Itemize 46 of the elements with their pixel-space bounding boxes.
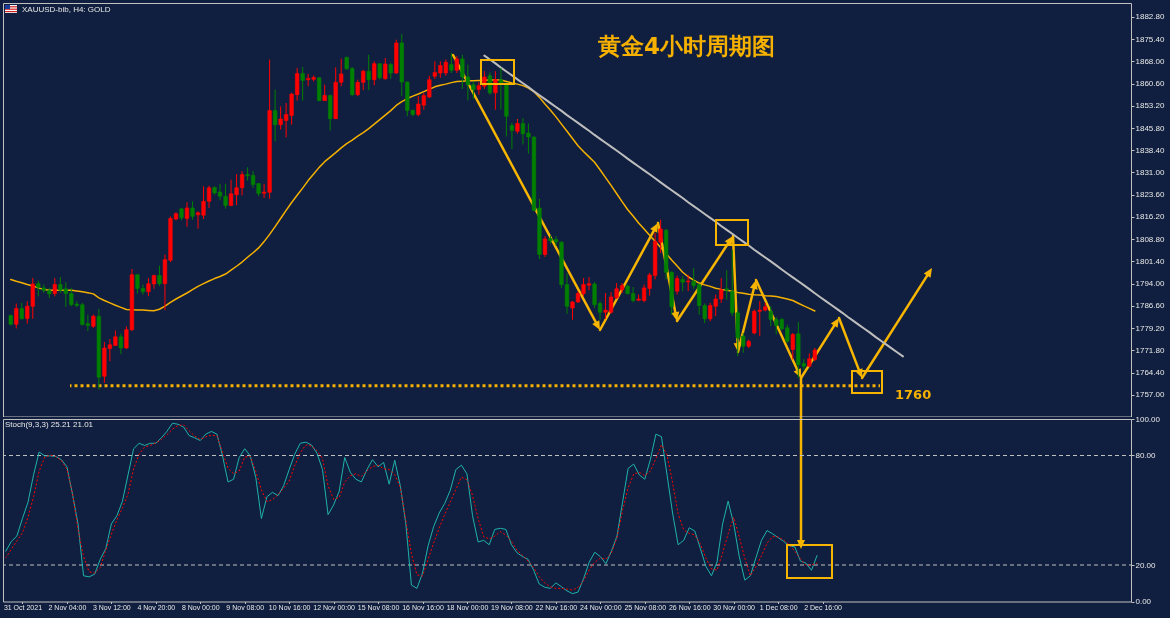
candlestick (790, 332, 795, 360)
candlestick (52, 277, 57, 297)
y-tick-label: 1882.80 (1135, 12, 1165, 22)
candlestick (724, 269, 729, 301)
candlestick (184, 201, 190, 228)
y-tick-label: 1779.20 (1135, 323, 1165, 333)
y-tick-label: 1808.80 (1135, 234, 1165, 244)
chart-subtitle: XAUUSD-bib, H4: GOLD (22, 4, 111, 14)
candlestick (675, 275, 680, 295)
y-tick-label: 1823.60 (1135, 190, 1165, 200)
y-tick-label: 1868.00 (1135, 56, 1165, 66)
candlestick (372, 60, 377, 86)
candlestick (493, 70, 498, 111)
y-tick-label: 20.00 (1135, 560, 1157, 570)
chart-title: Stoch(9,3,3) 25.21 21.01 (5, 420, 94, 429)
y-tick-label: 100.00 (1135, 414, 1161, 424)
y-tick-label: 1860.60 (1135, 79, 1165, 89)
y-tick-label: 1831.00 (1135, 167, 1165, 177)
candlestick (542, 235, 548, 258)
y-tick-label: 1838.40 (1135, 145, 1165, 155)
candlestick (273, 89, 278, 142)
text: 黄金4小时周期图 (597, 33, 776, 59)
y-tick-label: 1816.20 (1135, 212, 1165, 222)
y-tick-label: 1875.40 (1135, 34, 1165, 44)
candlestick (449, 52, 454, 74)
candlestick (14, 303, 19, 329)
y-tick-label: 1794.00 (1135, 279, 1165, 289)
candlestick (190, 200, 195, 221)
y-tick-label: 1757.00 (1135, 390, 1165, 400)
y-tick-label: 1853.20 (1135, 101, 1165, 111)
candlestick (317, 76, 322, 102)
y-tick-label: 0.00 (1135, 597, 1152, 606)
candlestick (328, 94, 333, 131)
y-tick-label: 1845.80 (1135, 123, 1165, 133)
ref-line-label: 1760 (895, 386, 932, 402)
candlestick (383, 57, 388, 81)
y-tick-label: 1786.60 (1135, 301, 1165, 311)
y-tick-label: 1801.40 (1135, 256, 1165, 266)
candlestick (300, 66, 305, 102)
candlestick (366, 54, 371, 91)
candlestick (157, 265, 162, 287)
candlestick (118, 333, 123, 355)
y-tick-label: 80.00 (1135, 451, 1157, 460)
y-tick-label: 1764.40 (1135, 368, 1165, 378)
y-tick-label: 1771.80 (1135, 345, 1165, 355)
candlestick (509, 122, 515, 150)
